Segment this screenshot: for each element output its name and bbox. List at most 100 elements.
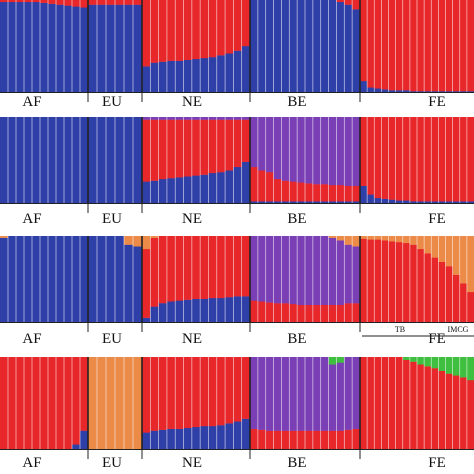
- bar-be-2-cluster-2: [257, 301, 267, 323]
- bar-be-4-cluster-3: [273, 236, 282, 304]
- bar-ne-7-cluster-3: [191, 117, 201, 120]
- population-label-ne: NE: [182, 211, 202, 227]
- bar-be-14-cluster-1: [352, 201, 361, 204]
- bar-fe-12-cluster-2: [438, 370, 446, 450]
- bar-ne-11-cluster-1: [225, 423, 234, 450]
- bar-be-3-cluster-1: [265, 201, 274, 204]
- bar-fe-16-cluster-2: [466, 291, 474, 323]
- bar-fe-9-cluster-2: [417, 248, 425, 323]
- bar-ne-8-cluster-1: [200, 426, 209, 450]
- bar-ne-2-cluster-2: [150, 0, 159, 63]
- bar-fe-3-cluster-2: [374, 0, 382, 89]
- bar-be-1-cluster-1: [250, 201, 259, 204]
- bar-fe-11-cluster-2: [431, 0, 439, 92]
- bar-be-4-cluster-2: [273, 178, 282, 202]
- bar-fe-5-cluster-2: [388, 117, 396, 200]
- bar-fe-3-cluster-1: [374, 197, 382, 204]
- bar-fe-2-cluster-2: [367, 117, 375, 195]
- bar-be-11-cluster-3: [328, 237, 337, 305]
- bar-fe-12-cluster-2: [438, 261, 446, 323]
- bar-ne-5-cluster-2: [175, 0, 184, 61]
- bar-be-5-cluster-2: [281, 303, 290, 323]
- bar-fe-10-cluster-1: [424, 91, 432, 93]
- bar-be-12-cluster-2: [336, 0, 345, 3]
- bar-be-11-cluster-2: [328, 304, 337, 323]
- bar-ne-3-cluster-2: [158, 0, 168, 62]
- bar-ne-11-cluster-1: [225, 170, 234, 204]
- bar-af-7-cluster-2: [48, 357, 57, 450]
- bar-af-3-cluster-2: [16, 0, 25, 3]
- bar-fe-12-cluster-2: [438, 117, 446, 202]
- bar-ne-5-cluster-2: [175, 357, 184, 429]
- bar-fe-5-cluster-2: [388, 241, 396, 323]
- bar-fe-9-cluster-2: [417, 0, 425, 92]
- bar-fe-15-cluster-2: [459, 377, 468, 450]
- bar-fe-16-cluster-4: [466, 236, 474, 293]
- bar-af-11-cluster-2: [80, 357, 89, 431]
- bar-ne-7-cluster-2: [191, 119, 201, 176]
- bar-ne-7-cluster-2: [191, 236, 201, 299]
- bar-be-7-cluster-3: [297, 236, 306, 305]
- bar-eu-5-cluster-1: [124, 117, 134, 204]
- bar-fe-4-cluster-2: [381, 0, 389, 90]
- bar-ne-13-cluster-3: [241, 117, 251, 120]
- bar-fe-13-cluster-1: [445, 91, 453, 93]
- bar-ne-6-cluster-3: [183, 117, 193, 120]
- bar-fe-7-cluster-5: [402, 357, 411, 360]
- bar-fe-1-cluster-4: [360, 236, 368, 239]
- bar-fe-9-cluster-4: [417, 236, 425, 250]
- bar-af-6-cluster-2: [40, 357, 49, 450]
- bar-be-14-cluster-3: [352, 357, 361, 429]
- bar-fe-10-cluster-1: [424, 201, 432, 204]
- structure-panel-k4: AF EU NE BE FE TB IMCG: [0, 236, 474, 347]
- bar-be-5-cluster-3: [281, 357, 290, 431]
- bar-be-7-cluster-2: [297, 182, 306, 202]
- bar-fe-11-cluster-1: [431, 91, 439, 93]
- population-label-fe: FE: [428, 331, 446, 347]
- bar-ne-10-cluster-1: [216, 55, 226, 93]
- bar-af-8-cluster-2: [56, 0, 65, 5]
- bar-fe-10-cluster-4: [424, 236, 432, 254]
- bar-be-7-cluster-3: [297, 357, 306, 431]
- population-label-ne: NE: [182, 94, 202, 110]
- bar-af-7-cluster-2: [48, 0, 57, 4]
- structure-panel-k3: AF EU NE BE FE: [0, 117, 474, 227]
- bar-be-3-cluster-2: [265, 172, 274, 202]
- population-label-eu: EU: [102, 331, 122, 347]
- bar-af-10-cluster-1: [72, 117, 81, 204]
- bar-af-7-cluster-1: [48, 3, 57, 93]
- bar-fe-6-cluster-2: [395, 0, 404, 91]
- bar-be-2-cluster-3: [257, 117, 267, 171]
- bar-ne-6-cluster-1: [183, 59, 193, 93]
- bar-be-6-cluster-3: [289, 236, 298, 305]
- bar-be-14-cluster-4: [352, 236, 361, 247]
- bar-be-11-cluster-3: [328, 117, 337, 186]
- bar-ne-9-cluster-2: [208, 0, 218, 58]
- bar-fe-14-cluster-2: [452, 117, 461, 202]
- bar-fe-1-cluster-2: [360, 357, 368, 450]
- bar-be-7-cluster-1: [297, 0, 306, 93]
- bar-fe-11-cluster-4: [431, 236, 439, 258]
- bar-ne-3-cluster-1: [158, 178, 168, 204]
- bar-be-4-cluster-3: [273, 117, 282, 180]
- bar-ne-1-cluster-1: [142, 317, 151, 323]
- bar-af-5-cluster-1: [32, 1, 41, 93]
- bar-ne-6-cluster-1: [183, 427, 193, 450]
- bar-fe-14-cluster-1: [452, 201, 461, 204]
- bar-ne-4-cluster-3: [166, 117, 176, 120]
- bar-fe-2-cluster-1: [367, 87, 375, 93]
- bar-fe-6-cluster-1: [395, 90, 404, 93]
- bar-fe-10-cluster-2: [424, 117, 432, 202]
- bar-af-4-cluster-1: [24, 117, 33, 204]
- bar-be-8-cluster-3: [305, 357, 314, 431]
- bar-be-6-cluster-3: [289, 117, 298, 182]
- bar-af-1-cluster-2: [0, 357, 9, 450]
- bar-eu-1-cluster-1: [88, 117, 98, 204]
- bar-eu-4-cluster-2: [115, 0, 125, 5]
- bar-ne-9-cluster-3: [208, 117, 218, 120]
- bar-af-7-cluster-1: [48, 236, 57, 323]
- bar-be-1-cluster-3: [250, 357, 259, 429]
- bar-af-2-cluster-1: [8, 236, 17, 323]
- bar-eu-2-cluster-1: [97, 4, 107, 93]
- bar-fe-4-cluster-2: [381, 117, 389, 199]
